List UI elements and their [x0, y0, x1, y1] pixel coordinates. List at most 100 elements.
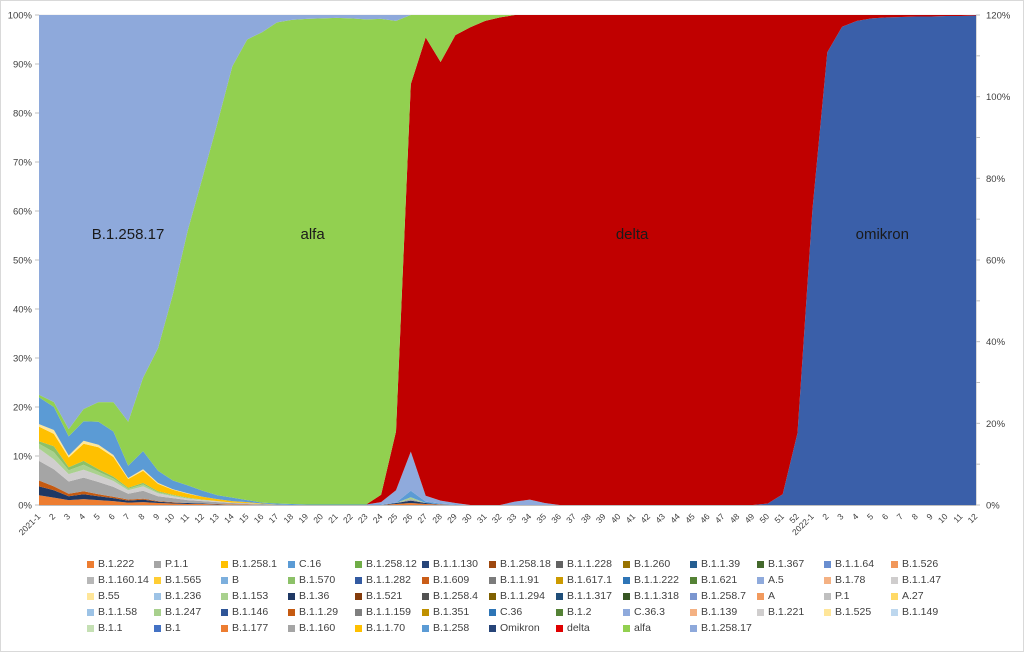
legend-label: B.1.258.7 [701, 589, 746, 602]
legend-label: B.1.1.39 [701, 557, 741, 570]
legend-label: B.1.1.222 [634, 573, 679, 586]
x-axis-label: 9 [151, 511, 162, 522]
x-axis-label: 6 [106, 511, 117, 522]
legend-swatch [891, 608, 898, 616]
x-axis-label: 20 [311, 511, 325, 525]
y-axis-left-label: 100% [8, 11, 33, 22]
legend-item: B.1.1.91 [489, 575, 556, 586]
y-axis-left-label: 90% [13, 60, 33, 71]
x-axis-label: 30 [460, 511, 474, 525]
legend-swatch [757, 560, 764, 568]
x-axis-label: 7 [895, 511, 906, 522]
legend-item: B.1.258.4 [422, 591, 489, 602]
legend-swatch [690, 576, 697, 584]
legend-item: B.1.367 [757, 559, 824, 570]
y-axis-right-label: 20% [986, 419, 1006, 430]
legend-item: B.1.1.228 [556, 559, 623, 570]
legend-item: B.1.258.17 [690, 623, 757, 634]
legend-item: B.1.160.14 [87, 575, 154, 586]
legend-item: B.1.1.294 [489, 591, 556, 602]
legend-item: B.1.1.318 [623, 591, 690, 602]
legend-item: P.1.1 [154, 559, 221, 570]
legend-swatch [757, 608, 764, 616]
legend-swatch [355, 560, 362, 568]
legend-item: B.1.617.1 [556, 575, 623, 586]
legend-swatch [422, 560, 429, 568]
legend-item: B.1.78 [824, 575, 891, 586]
legend-label: B.1.177 [232, 621, 269, 634]
area-series [39, 15, 976, 505]
legend-label: B.1.1.64 [835, 557, 875, 570]
legend-label: B.1.260 [634, 557, 671, 570]
legend-label: B.1.609 [433, 573, 470, 586]
x-axis-label: 11 [951, 511, 965, 525]
legend-swatch [690, 624, 697, 632]
series-area-Omikron [39, 15, 976, 505]
x-axis-label: 40 [609, 511, 623, 525]
y-axis-left-label: 40% [13, 305, 33, 316]
legend-label: C.36 [500, 605, 523, 618]
legend-label: B.55 [98, 589, 120, 602]
legend-item: B.1 [154, 623, 221, 634]
legend-swatch [623, 624, 630, 632]
legend-label: delta [567, 621, 590, 634]
legend-item: A [757, 591, 824, 602]
legend-label: B.1.617.1 [567, 573, 612, 586]
legend-label: B.1.236 [165, 589, 202, 602]
legend-label: B [232, 573, 240, 586]
legend-swatch [154, 576, 161, 584]
legend-swatch [87, 576, 94, 584]
legend-swatch [891, 576, 898, 584]
legend-label: B.1.258 [433, 621, 470, 634]
legend-item: B.55 [87, 591, 154, 602]
legend-label: B.1.258.18 [500, 557, 551, 570]
legend-swatch [690, 592, 697, 600]
x-axis-label: 13 [207, 511, 221, 525]
legend-swatch [221, 576, 228, 584]
legend-label: B.1.367 [768, 557, 805, 570]
legend-swatch [221, 608, 228, 616]
legend-swatch [288, 576, 295, 584]
x-axis-label: 42 [638, 511, 652, 525]
legend-item: B.1.146 [221, 607, 288, 618]
x-axis-label: 8 [136, 511, 147, 522]
legend-swatch [757, 592, 764, 600]
y-axis-left-label: 30% [13, 354, 33, 365]
legend-swatch [556, 560, 563, 568]
legend-item: B.1.1.282 [355, 575, 422, 586]
legend-item: B.1.2 [556, 607, 623, 618]
axes [35, 14, 980, 506]
legend-label: B.1 [165, 621, 181, 634]
legend-item: B.1.1.29 [288, 607, 355, 618]
legend-swatch [288, 592, 295, 600]
legend-label: B.1.160 [299, 621, 336, 634]
legend-label: Omikron [500, 621, 540, 634]
legend-label: alfa [634, 621, 651, 634]
legend-swatch [288, 560, 295, 568]
x-axis-label: 4 [77, 511, 88, 522]
legend-label: C.16 [299, 557, 322, 570]
x-axis-label: 10 [163, 511, 177, 525]
x-axis-label: 47 [713, 511, 727, 525]
x-axis-label: 48 [728, 511, 742, 525]
legend-swatch [757, 576, 764, 584]
legend-item: B.1.1.39 [690, 559, 757, 570]
y-axis-left-label: 20% [13, 403, 33, 414]
x-axis-label: 25 [386, 511, 400, 525]
legend-swatch [623, 592, 630, 600]
x-axis-label: 5 [91, 511, 102, 522]
legend-swatch [87, 592, 94, 600]
legend-item: B.1.525 [824, 607, 891, 618]
legend-swatch [623, 560, 630, 568]
x-axis-label: 10 [936, 511, 950, 525]
legend-swatch [623, 608, 630, 616]
legend-label: B.1.526 [902, 557, 939, 570]
x-axis-label: 9 [924, 511, 935, 522]
legend-label: B.1.258.4 [433, 589, 478, 602]
legend-item: B.1.247 [154, 607, 221, 618]
legend-item: B.1.260 [623, 559, 690, 570]
legend-swatch [556, 576, 563, 584]
legend-label: B.1.36 [299, 589, 330, 602]
x-axis-label: 7 [121, 511, 132, 522]
legend-swatch [221, 592, 228, 600]
